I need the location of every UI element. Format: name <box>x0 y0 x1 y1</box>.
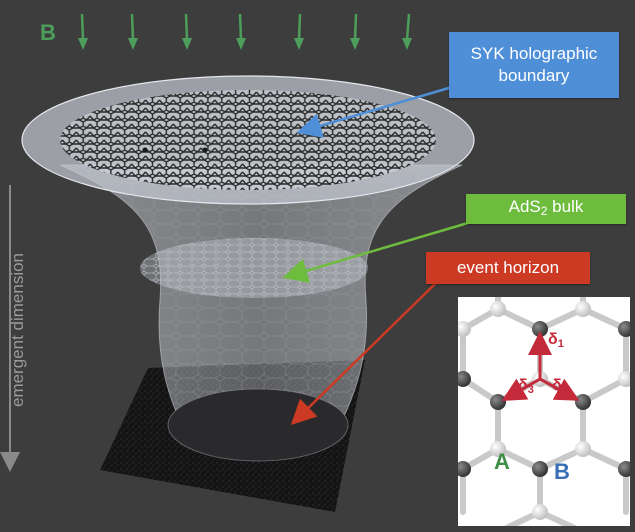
emergent-dimension-label: emergent dimension <box>8 252 27 408</box>
b-arrow <box>80 13 85 41</box>
horizon-throat <box>167 388 349 462</box>
site-b <box>532 461 548 477</box>
ads-pointer-arrow <box>282 218 479 283</box>
b-arrow <box>353 13 358 41</box>
event-horizon-text: event horizon <box>456 258 560 277</box>
site-b <box>490 394 506 410</box>
site-b <box>618 461 630 477</box>
ads2-bulk-label: AdS2 bulk <box>466 194 626 224</box>
site-a <box>490 441 506 457</box>
syk-boundary-text: SYK holographic boundary <box>470 44 598 85</box>
lattice-sites <box>458 301 630 520</box>
event-horizon-label: event horizon <box>426 252 590 284</box>
ads2-bulk-text: AdS2 bulk <box>508 197 584 218</box>
lattice-inset: δ1 δ3 δ2 A B <box>458 297 630 526</box>
b-arrow <box>184 13 189 41</box>
site-a <box>458 321 471 337</box>
bond-vectors <box>501 331 580 401</box>
b-arrow <box>238 13 243 41</box>
bond-1-label: δ1 <box>548 331 564 350</box>
bond-vector-3 <box>501 377 541 401</box>
site-b-label: B <box>554 459 570 484</box>
bond-2-label: δ2 <box>552 377 568 396</box>
site-b <box>458 371 471 387</box>
magnetic-field-arrows <box>78 13 412 50</box>
site-a <box>575 301 591 317</box>
site-a <box>575 441 591 457</box>
boundary-lattice <box>60 90 436 190</box>
site-b <box>618 321 630 337</box>
magnetic-field-label: B <box>40 20 56 45</box>
b-arrow <box>130 13 135 41</box>
syk-pointer-arrow <box>296 78 477 138</box>
site-a-label: A <box>494 449 510 474</box>
site-b <box>458 461 471 477</box>
bond-3-label: δ3 <box>518 377 534 396</box>
b-arrow <box>297 13 302 41</box>
site-a <box>490 301 506 317</box>
honeycomb-lattice <box>458 297 630 526</box>
b-arrow <box>405 13 411 41</box>
bond-vector-2 <box>539 377 580 401</box>
syk-boundary-label: SYK holographic boundary <box>449 32 619 98</box>
site-b <box>575 394 591 410</box>
site-a <box>618 371 630 387</box>
horizon-pointer-arrow <box>290 282 437 425</box>
site-b <box>532 321 548 337</box>
site-a <box>532 504 548 520</box>
